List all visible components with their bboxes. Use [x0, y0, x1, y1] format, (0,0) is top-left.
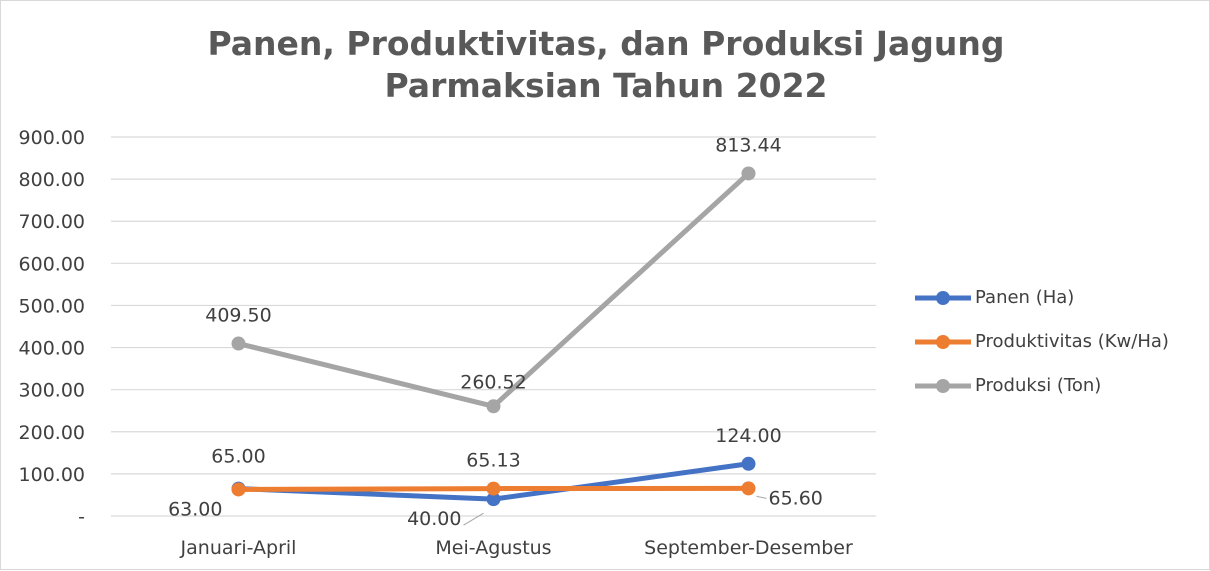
y-tick-label: 400.00	[19, 338, 85, 360]
data-label: 813.44	[715, 134, 781, 156]
data-label: 65.13	[466, 450, 520, 472]
y-tick-label: 600.00	[19, 253, 85, 275]
data-label: 63.00	[168, 498, 222, 520]
legend-item-produktivitas: Produktivitas (Kw/Ha)	[913, 328, 1203, 372]
y-tick-label: 900.00	[19, 127, 85, 149]
legend-label-produksi: Produksi (Ton)	[975, 375, 1102, 396]
chart-title: Panen, Produktivitas, dan Produksi Jagun…	[1, 23, 1210, 107]
data-point	[741, 456, 756, 471]
data-label: 65.00	[211, 446, 265, 468]
data-label: 124.00	[715, 425, 781, 447]
legend-item-produksi: Produksi (Ton)	[913, 372, 1203, 416]
data-point	[486, 399, 501, 414]
leader-line	[463, 512, 484, 526]
chart-title-line-1: Panen, Produktivitas, dan Produksi Jagun…	[207, 24, 1005, 63]
legend-swatch-panen	[915, 291, 971, 305]
x-tick-label: September-Desember	[644, 537, 853, 559]
data-label: 40.00	[407, 508, 461, 530]
y-tick-label: 500.00	[19, 295, 85, 317]
data-point	[486, 481, 501, 496]
y-tick-label: 100.00	[19, 464, 85, 486]
legend-swatch-produktivitas	[915, 335, 971, 349]
leader-line	[756, 495, 767, 499]
chart-title-line-2: Parmaksian Tahun 2022	[384, 66, 828, 105]
data-label: 409.50	[205, 305, 271, 327]
legend-item-panen: Panen (Ha)	[913, 284, 1203, 328]
data-point	[231, 336, 246, 351]
data-point	[741, 166, 756, 181]
legend-swatch-produksi	[915, 379, 971, 393]
data-label: 260.52	[460, 371, 526, 393]
data-point	[231, 482, 246, 497]
y-tick-label: 700.00	[19, 211, 85, 233]
data-label: 65.60	[769, 487, 823, 509]
y-tick-label: 800.00	[19, 169, 85, 191]
x-tick-label: Mei-Agustus	[435, 537, 551, 559]
legend-label-produktivitas: Produktivitas (Kw/Ha)	[975, 331, 1169, 352]
data-point	[486, 492, 501, 507]
legend-label-panen: Panen (Ha)	[975, 287, 1075, 308]
y-tick-label: -	[78, 506, 85, 528]
y-tick-label: 200.00	[19, 422, 85, 444]
data-point	[741, 481, 756, 496]
x-tick-label: Januari-April	[180, 537, 297, 559]
legend: Panen (Ha) Produktivitas (Kw/Ha) Produks…	[913, 284, 1203, 416]
y-tick-label: 300.00	[19, 380, 85, 402]
